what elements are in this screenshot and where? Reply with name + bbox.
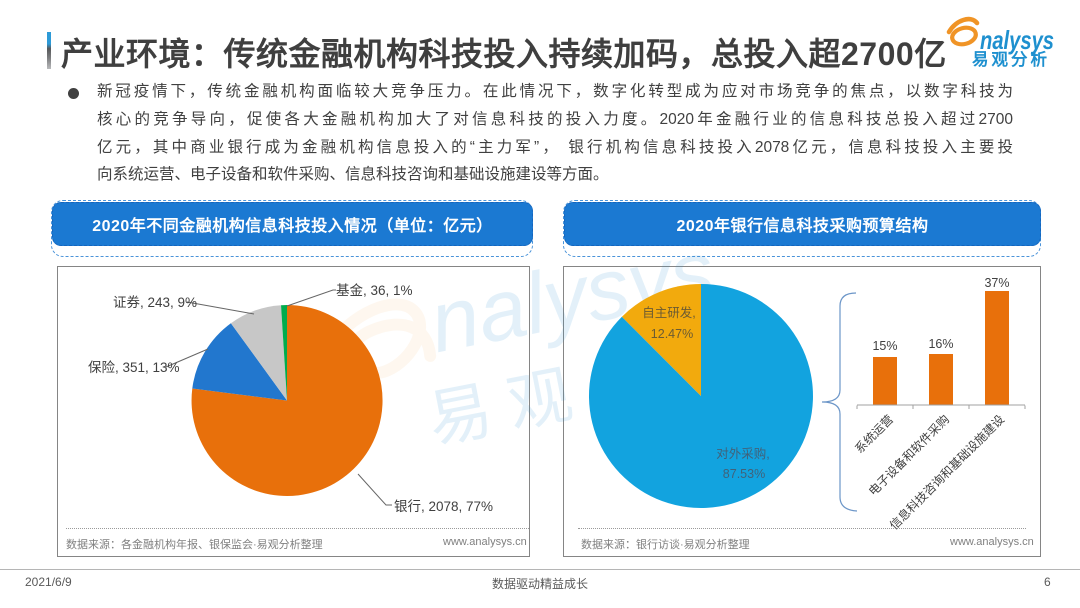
svg-text:易观分析: 易观分析: [972, 49, 1050, 69]
svg-text:证券, 243, 9%: 证券, 243, 9%: [113, 295, 197, 310]
svg-text:基金, 36, 1%: 基金, 36, 1%: [336, 282, 413, 298]
svg-text:16%: 16%: [928, 337, 953, 351]
svg-text:银行, 2078, 77%: 银行, 2078, 77%: [394, 499, 493, 514]
svg-text:87.53%: 87.53%: [723, 467, 765, 481]
svg-text:系统运营: 系统运营: [852, 412, 896, 456]
svg-text:nalysys: nalysys: [980, 25, 1054, 55]
svg-text:信息科技咨询和基础设施建设: 信息科技咨询和基础设施建设: [886, 412, 1007, 533]
svg-text:15%: 15%: [872, 339, 897, 353]
svg-text:自主研发,: 自主研发,: [642, 305, 695, 320]
svg-text:12.47%: 12.47%: [651, 327, 693, 341]
svg-text:37%: 37%: [984, 276, 1009, 290]
svg-text:对外采购,: 对外采购,: [716, 446, 769, 461]
svg-text:保险, 351, 13%: 保险, 351, 13%: [88, 360, 180, 375]
